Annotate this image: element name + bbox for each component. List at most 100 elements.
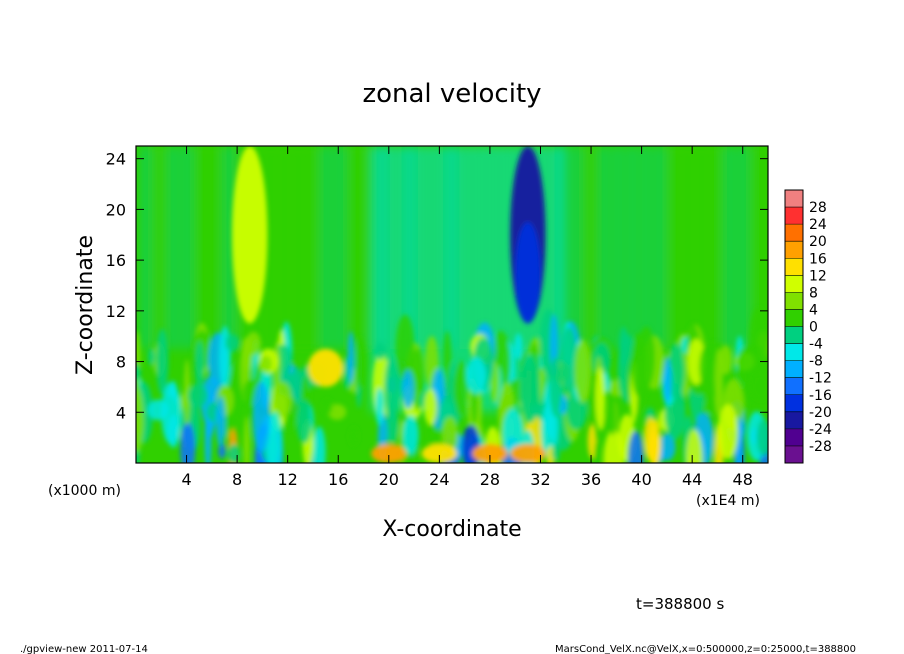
y-unit-note: (x1000 m)	[48, 483, 121, 499]
field-cell	[290, 367, 305, 406]
field-stripe	[292, 146, 305, 349]
x-axis: 4 8 12 16 20 24 28 32 36 40 44 48	[181, 146, 753, 489]
field-stripe	[584, 146, 597, 349]
field-cell	[699, 344, 715, 390]
field-stripe	[765, 146, 768, 349]
field-feature	[472, 443, 508, 463]
field-cell	[215, 396, 226, 447]
footer-left: ./gpview-new 2011-07-14	[20, 644, 148, 654]
field-stripe	[570, 146, 583, 349]
x-tick-label: 8	[232, 470, 242, 489]
field-cell	[265, 411, 283, 463]
colorbar-swatch	[785, 394, 803, 412]
y-tick-label: 16	[106, 251, 126, 270]
colorbar-swatch	[785, 445, 803, 463]
field-cell	[183, 359, 191, 426]
field-cell	[384, 357, 399, 422]
field-cell	[243, 336, 253, 373]
field-feature	[371, 443, 407, 463]
field-cell	[552, 443, 560, 462]
field-cell	[259, 355, 272, 373]
field-cell	[441, 416, 458, 454]
x-tick-label: 28	[480, 470, 500, 489]
colorbar-swatch	[785, 360, 803, 378]
field-cell	[647, 432, 661, 463]
colorbar-label: -24	[809, 422, 832, 438]
field-cell	[349, 427, 358, 446]
field-stripe	[362, 146, 374, 349]
field-cell	[180, 421, 196, 463]
field-cell	[252, 381, 270, 453]
field-cell	[549, 356, 562, 418]
field-cell	[454, 361, 469, 417]
field-cell	[156, 328, 169, 395]
field-stripe	[626, 146, 638, 349]
field-cell	[243, 416, 250, 463]
field-feature	[421, 443, 458, 463]
x-tick-label: 20	[379, 470, 399, 489]
field-cell	[502, 408, 524, 457]
colorbar-swatch	[785, 258, 803, 276]
field-cell	[703, 396, 718, 415]
x-tick-label: 4	[181, 470, 191, 489]
y-tick-label: 24	[106, 150, 126, 169]
field-cell	[471, 384, 478, 425]
field-stripe	[348, 146, 360, 349]
field-cell	[355, 337, 366, 389]
colorbar-label: -8	[809, 354, 823, 370]
field-cell	[161, 382, 182, 445]
field-feature	[232, 146, 268, 324]
field-stripe	[723, 146, 736, 349]
field-cell	[136, 364, 141, 381]
field-cell	[659, 433, 676, 461]
field-cell	[395, 314, 415, 381]
field-stripe	[153, 146, 166, 349]
field-cell	[560, 326, 578, 395]
field-cell	[225, 334, 240, 352]
colorbar-label: -28	[809, 439, 832, 455]
field-cell	[136, 386, 144, 453]
colorbar-swatch	[785, 207, 803, 225]
y-tick-label: 20	[106, 200, 126, 219]
field-cell	[587, 423, 597, 459]
field-stripe	[320, 146, 332, 349]
x-tick-label: 40	[631, 470, 651, 489]
chart-title: zonal velocity	[362, 79, 541, 109]
x-tick-label: 36	[581, 470, 601, 489]
field-feature	[510, 443, 546, 463]
field-cell	[466, 356, 487, 394]
field-cell	[375, 387, 384, 426]
y-axis-label: Z-coordinate	[73, 235, 98, 375]
colorbar-label: 28	[809, 200, 827, 216]
x-tick-label: 32	[530, 470, 550, 489]
field-cell	[686, 429, 703, 463]
field-stripe	[264, 146, 277, 349]
field-feature-core	[515, 222, 541, 324]
colorbar-label: 20	[809, 234, 827, 250]
field-cell	[402, 415, 419, 455]
field-cell	[312, 426, 326, 463]
colorbar-label: 16	[809, 251, 827, 267]
field-cell	[327, 404, 347, 420]
heatmap-field	[136, 146, 768, 463]
y-tick-label: 12	[106, 302, 126, 321]
field-cell	[443, 331, 452, 382]
field-stripe	[751, 146, 763, 349]
colorbar-label: 24	[809, 217, 827, 233]
field-cell	[593, 439, 601, 463]
x-tick-label: 12	[278, 470, 298, 489]
colorbar-swatch	[785, 343, 803, 361]
field-stripe	[668, 146, 680, 349]
field-cell	[147, 348, 155, 366]
field-cell	[227, 443, 240, 463]
footer-right: MarsCond_VelX.nc@VelX,x=0:500000,z=0:250…	[555, 644, 856, 654]
plot-frame	[135, 145, 769, 464]
colorbar-label: -16	[809, 388, 832, 404]
colorbar-swatch	[785, 309, 803, 327]
field-cell	[374, 342, 387, 360]
field-cell	[296, 399, 312, 444]
field-stripe	[278, 146, 291, 349]
field-cell	[347, 331, 355, 384]
field-cell	[595, 367, 606, 431]
